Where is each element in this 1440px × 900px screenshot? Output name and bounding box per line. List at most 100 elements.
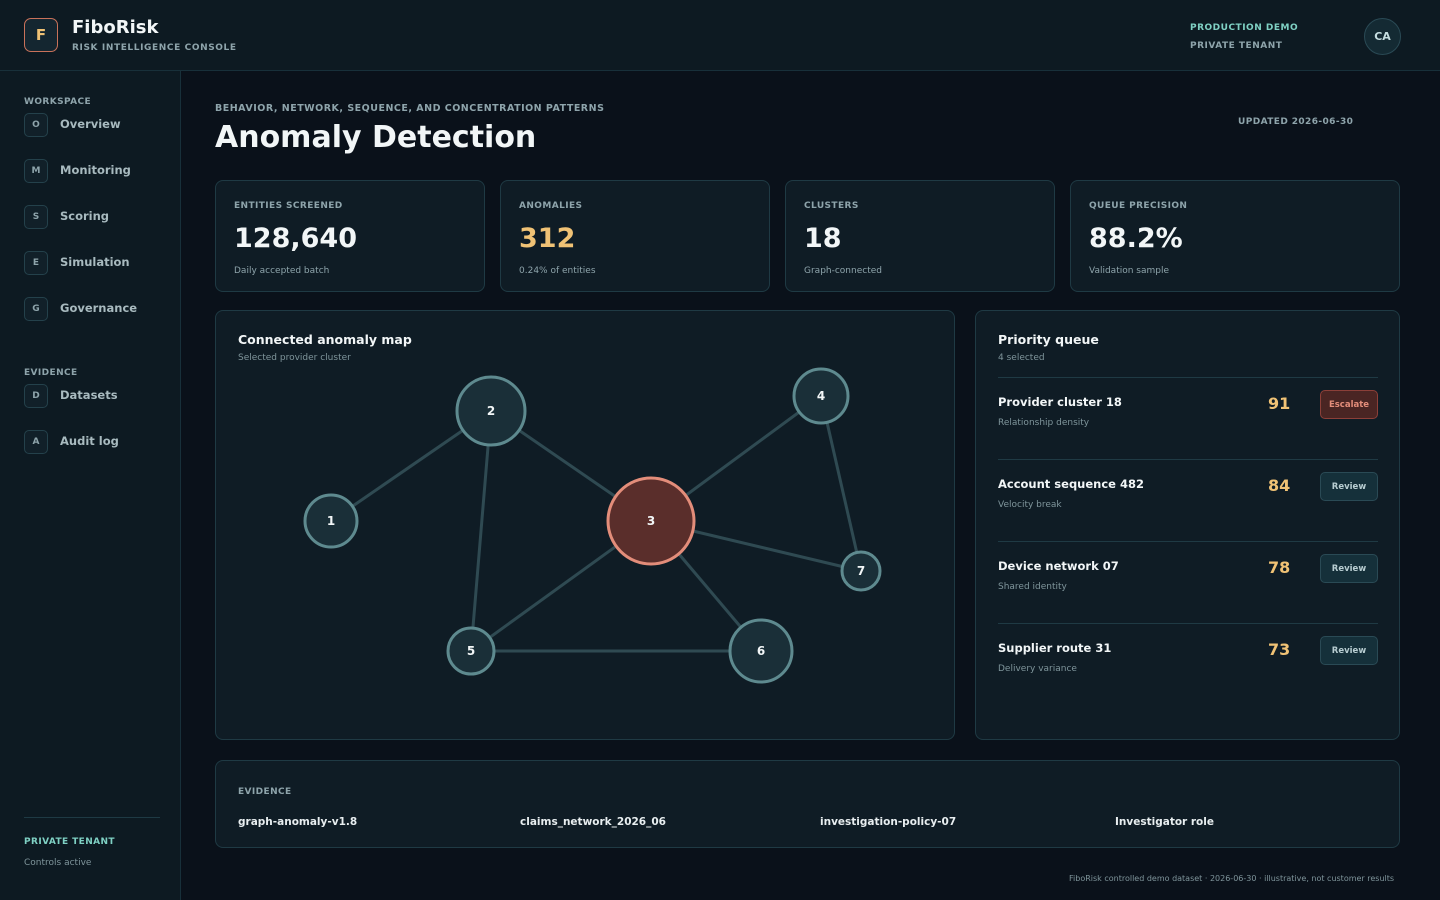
- sidebar-section-workspace: WORKSPACE: [24, 97, 92, 107]
- queue-item-name: Account sequence 482: [998, 477, 1144, 491]
- queue-item-desc: Relationship density: [998, 418, 1090, 428]
- graph-node[interactable]: 2: [455, 375, 527, 447]
- kpi-note: 0.24% of entities: [519, 266, 596, 276]
- nav-key-badge: M: [24, 159, 48, 183]
- queue-row[interactable]: Device network 07 Shared identity 78 Rev…: [998, 541, 1378, 623]
- review-button[interactable]: Review: [1320, 554, 1378, 583]
- graph-node-circle[interactable]: [840, 550, 882, 592]
- user-avatar[interactable]: CA: [1364, 18, 1401, 55]
- sidebar-item-label: Datasets: [60, 388, 118, 402]
- kpi-label: ANOMALIES: [519, 201, 583, 211]
- queue-item-name: Supplier route 31: [998, 641, 1112, 655]
- sidebar-item-label: Governance: [60, 301, 138, 315]
- graph-node-label: 2: [487, 404, 495, 418]
- sidebar-section-evidence: EVIDENCE: [24, 368, 78, 378]
- queue-row[interactable]: Supplier route 31 Delivery variance 73 R…: [998, 623, 1378, 705]
- evidence-panel: EVIDENCE graph-anomaly-v1.8 claims_netwo…: [215, 760, 1400, 848]
- panel-subtitle: 4 selected: [998, 353, 1045, 363]
- nav-key-badge: O: [24, 113, 48, 137]
- kpi-value: 312: [519, 223, 576, 254]
- app-subtitle: RISK INTELLIGENCE CONSOLE: [72, 43, 237, 53]
- graph-node-circle[interactable]: [303, 493, 359, 549]
- evidence-policy[interactable]: investigation-policy-07: [820, 816, 957, 828]
- anomaly-map-panel: Connected anomaly map Selected provider …: [215, 310, 955, 740]
- graph-node-circle[interactable]: [446, 626, 496, 676]
- app-logo[interactable]: F: [24, 18, 58, 52]
- page-eyebrow: BEHAVIOR, NETWORK, SEQUENCE, AND CONCENT…: [215, 103, 605, 114]
- nav-key-badge: G: [24, 297, 48, 321]
- nav-key-badge: S: [24, 205, 48, 229]
- kpi-card-anomalies: ANOMALIES 312 0.24% of entities: [500, 180, 770, 292]
- queue-item-score: 78: [1268, 558, 1291, 577]
- graph-node[interactable]: 5: [446, 626, 496, 676]
- graph-node-label: 1: [327, 514, 335, 528]
- graph-node-circle[interactable]: [455, 375, 527, 447]
- sidebar-divider: [24, 817, 160, 818]
- graph-edge: [469, 410, 493, 652]
- sidebar-item-overview[interactable]: O Overview: [24, 112, 164, 137]
- footer-note: FiboRisk controlled demo dataset · 2026-…: [1069, 874, 1395, 883]
- queue-row[interactable]: Account sequence 482 Velocity break 84 R…: [998, 459, 1378, 541]
- graph-node[interactable]: 3: [606, 476, 696, 566]
- sidebar-item-monitoring[interactable]: M Monitoring: [24, 158, 164, 183]
- kpi-label: CLUSTERS: [804, 201, 859, 211]
- queue-row[interactable]: Provider cluster 18 Relationship density…: [998, 377, 1378, 459]
- kpi-card-entities: ENTITIES SCREENED 128,640 Daily accepted…: [215, 180, 485, 292]
- sidebar-item-label: Scoring: [60, 209, 110, 223]
- evidence-label: EVIDENCE: [238, 787, 292, 797]
- review-button[interactable]: Review: [1320, 472, 1378, 501]
- graph-node-circle[interactable]: [792, 367, 850, 425]
- nav-key-badge: E: [24, 251, 48, 275]
- kpi-note: Graph-connected: [804, 266, 882, 276]
- environment-label: PRODUCTION DEMO: [1190, 23, 1299, 33]
- sidebar-item-scoring[interactable]: S Scoring: [24, 204, 164, 229]
- queue-item-score: 91: [1268, 394, 1291, 413]
- evidence-model[interactable]: graph-anomaly-v1.8: [238, 816, 358, 828]
- graph-node[interactable]: 7: [840, 550, 882, 592]
- sidebar-item-label: Monitoring: [60, 163, 131, 177]
- sidebar: WORKSPACE O Overview M Monitoring S Scor…: [0, 71, 181, 900]
- graph-edge: [819, 395, 863, 572]
- tenant-label: PRIVATE TENANT: [1190, 41, 1283, 51]
- tenant-title: PRIVATE TENANT: [24, 837, 115, 847]
- sidebar-item-label: Simulation: [60, 255, 130, 269]
- graph-node-label: 3: [647, 514, 655, 528]
- evidence-role[interactable]: Investigator role: [1115, 816, 1214, 828]
- graph-node-circle-highlight[interactable]: [606, 476, 696, 566]
- graph-node-circle[interactable]: [728, 618, 794, 684]
- graph-node-label: 6: [757, 644, 765, 658]
- kpi-note: Validation sample: [1089, 266, 1170, 276]
- sidebar-item-governance[interactable]: G Governance: [24, 296, 164, 321]
- kpi-card-precision: QUEUE PRECISION 88.2% Validation sample: [1070, 180, 1400, 292]
- sidebar-item-label: Overview: [60, 117, 121, 131]
- review-button[interactable]: Review: [1320, 636, 1378, 665]
- sidebar-item-datasets[interactable]: D Datasets: [24, 383, 164, 408]
- sidebar-item-label: Audit log: [60, 434, 119, 448]
- evidence-dataset[interactable]: claims_network_2026_06: [520, 816, 666, 828]
- queue-item-name: Provider cluster 18: [998, 395, 1122, 409]
- tenant-status: Controls active: [24, 858, 92, 868]
- kpi-label: QUEUE PRECISION: [1089, 201, 1188, 211]
- queue-item-desc: Shared identity: [998, 582, 1067, 592]
- graph-node-label: 5: [467, 644, 475, 658]
- queue-item-name: Device network 07: [998, 559, 1119, 573]
- sidebar-item-audit-log[interactable]: A Audit log: [24, 429, 164, 454]
- graph-node[interactable]: 6: [728, 618, 794, 684]
- priority-queue-panel: Priority queue 4 selected Provider clust…: [975, 310, 1400, 740]
- escalate-button[interactable]: Escalate: [1320, 390, 1378, 419]
- kpi-card-clusters: CLUSTERS 18 Graph-connected: [785, 180, 1055, 292]
- queue-item-score: 84: [1268, 476, 1291, 495]
- app-name: FiboRisk: [72, 17, 159, 38]
- graph-node-label: 7: [857, 564, 865, 578]
- anomaly-network-graph[interactable]: 1 2 3 4 5 6 7: [216, 311, 954, 739]
- graph-node[interactable]: 4: [792, 367, 850, 425]
- kpi-value: 18: [804, 223, 842, 254]
- graph-node-label: 4: [817, 389, 825, 403]
- panel-title: Priority queue: [998, 332, 1099, 347]
- queue-item-desc: Velocity break: [998, 500, 1062, 510]
- graph-node[interactable]: 1: [303, 493, 359, 549]
- sidebar-item-simulation[interactable]: E Simulation: [24, 250, 164, 275]
- page-title: Anomaly Detection: [215, 120, 537, 155]
- nav-key-badge: A: [24, 430, 48, 454]
- kpi-value: 88.2%: [1089, 223, 1183, 254]
